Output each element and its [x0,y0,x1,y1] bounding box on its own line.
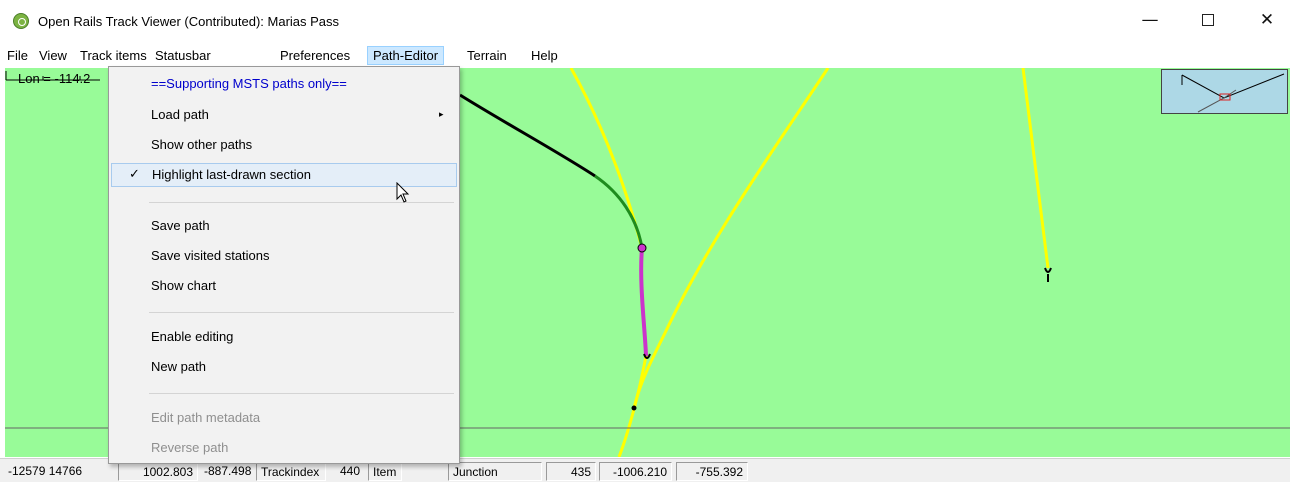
status-item-index: 435 [546,462,596,481]
status-coord-b: -755.392 [676,462,748,481]
window-title: Open Rails Track Viewer (Contributed): M… [38,14,340,29]
mouse-cursor-icon [396,182,410,203]
path-line [459,93,596,178]
last-drawn-section [594,174,644,249]
status-x: 1002.803 [118,462,198,481]
menu-separator [149,202,454,203]
checkmark-icon: ✓ [129,167,140,182]
minimize-button[interactable]: — [1127,0,1173,40]
menu-highlight-last-drawn-label: Highlight last-drawn section [152,167,311,182]
junction-node [1044,267,1052,282]
menu-load-path-label: Load path [151,107,209,122]
menu-edit-path-metadata: Edit path metadata [151,410,261,425]
menu-track-items[interactable]: Track items [80,48,147,63]
track-drawing [5,68,1290,457]
highlighted-section [639,247,648,357]
menu-separator [149,393,454,394]
maximize-button[interactable] [1185,0,1231,40]
menu-statusbar[interactable]: Statusbar [155,48,211,63]
menu-enable-editing[interactable]: Enable editing [151,329,234,344]
menu-save-visited-stations[interactable]: Save visited stations [151,248,270,263]
track-segment [569,68,644,249]
menu-show-chart[interactable]: Show chart [151,278,217,293]
title-bar: Open Rails Track Viewer (Contributed): M… [0,0,1290,44]
status-trackindex: 440 [339,464,360,478]
junction-node [631,405,637,411]
menu-show-other-paths[interactable]: Show other paths [151,137,253,152]
maximize-icon [1202,14,1214,26]
menu-separator [149,312,454,313]
track-segment [1021,68,1050,269]
scale-bar [5,71,100,81]
menu-path-editor[interactable]: Path-Editor [367,46,445,65]
menu-file[interactable]: File [7,48,28,63]
menu-highlight-last-drawn[interactable]: ✓ Highlight last-drawn section [111,163,457,187]
menu-preferences[interactable]: Preferences [280,48,351,63]
menu-load-path[interactable]: Load path ▸ [110,103,458,127]
status-coord-a: -1006.210 [599,462,672,481]
junction-node [643,353,651,359]
minimize-icon: — [1141,10,1159,30]
menu-terrain[interactable]: Terrain [467,48,507,63]
path-editor-dropdown: ==Supporting MSTS paths only== Load path… [108,66,460,464]
status-item-type: Junction [448,462,542,481]
menu-help[interactable]: Help [531,48,558,63]
status-tile: -12579 14766 [8,464,83,478]
open-rails-icon [13,13,29,29]
menu-reverse-path: Reverse path [151,440,229,455]
status-item-label: Item [368,462,402,481]
menu-save-path[interactable]: Save path [151,218,210,233]
overview-minimap[interactable] [1161,69,1288,114]
menu-view[interactable]: View [39,48,67,63]
minimap-drawing [1181,73,1285,113]
close-button[interactable]: ✕ [1244,0,1290,40]
path-node [637,243,647,253]
close-icon: ✕ [1259,10,1275,30]
menu-bar: File View Track items Statusbar Preferen… [0,44,1290,66]
status-trackindex-label: Trackindex [256,462,326,481]
menu-header-msts: ==Supporting MSTS paths only== [151,76,347,91]
menu-new-path[interactable]: New path [151,359,206,374]
track-segment [632,68,830,409]
lon-label: Lon = -114.2 [18,71,91,86]
status-z: -887.498 [204,464,252,478]
submenu-arrow-icon: ▸ [439,110,444,120]
